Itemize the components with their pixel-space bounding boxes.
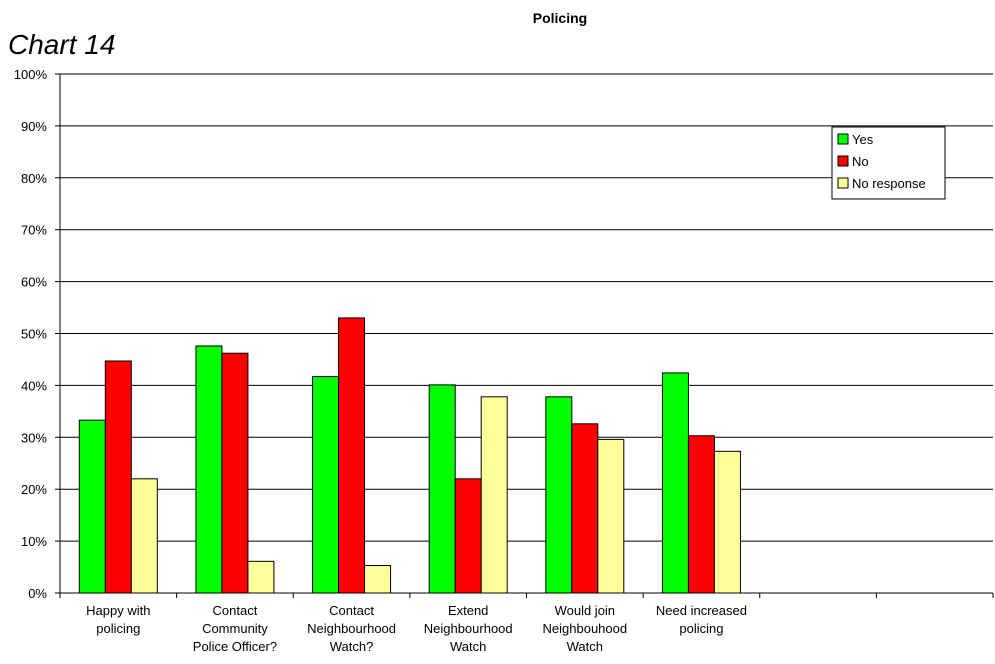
bar-no [454, 478, 482, 594]
bar-no-response [713, 450, 741, 594]
x-tick-label: Watch [450, 639, 486, 654]
bar-no-response [364, 564, 392, 594]
x-tick-label: policing [96, 621, 140, 636]
bar-no [687, 435, 715, 594]
legend-label: No [852, 154, 869, 169]
legend-swatch [837, 177, 849, 189]
legend-label: Yes [852, 132, 874, 147]
y-tick-label: 50% [21, 327, 47, 342]
y-tick-label: 100% [14, 67, 48, 82]
bars [78, 317, 741, 594]
legend-label: No response [852, 176, 926, 191]
bar-yes [195, 345, 223, 594]
x-tick-label: Contact [213, 603, 258, 618]
x-tick-label: Police Officer? [193, 639, 277, 654]
bar-yes [78, 419, 106, 594]
bar-no [571, 423, 599, 594]
y-tick-label: 40% [21, 378, 47, 393]
x-tick-label: Neighbourhood [307, 621, 396, 636]
bar-yes [312, 376, 340, 594]
y-tick-label: 0% [28, 586, 47, 601]
x-tick-label: Need increased [656, 603, 747, 618]
tick-labels: 0% 10% 20% 30% 40% 50% 60% 70% 80% 90% 100% Happy w… [14, 67, 747, 654]
bar-no [221, 352, 249, 594]
bar-no-response [247, 560, 275, 594]
bar-yes [545, 396, 573, 594]
x-tick-label: Watch? [330, 639, 374, 654]
y-tick-label: 60% [21, 275, 47, 290]
y-tick-label: 70% [21, 223, 47, 238]
x-tick-label: Neighbourhood [424, 621, 513, 636]
bar-yes [428, 384, 456, 594]
chart-caption: Chart 14 [8, 29, 115, 60]
x-tick-label: Happy with [86, 603, 150, 618]
x-tick-label: Watch [567, 639, 603, 654]
chart-title: Policing [533, 10, 587, 26]
x-tick-label: Contact [329, 603, 374, 618]
bar-no [104, 360, 132, 594]
legend-swatch [837, 155, 849, 167]
x-tick-label: Extend [448, 603, 488, 618]
x-tick-label: Community [202, 621, 268, 636]
bar-no-response [480, 396, 508, 594]
bar-yes [661, 372, 689, 594]
x-tick-label: policing [679, 621, 723, 636]
bar-no-response [597, 438, 625, 594]
legend-box [831, 126, 946, 200]
x-tick-label: Would join [555, 603, 615, 618]
bar-no [338, 317, 366, 594]
y-tick-label: 30% [21, 430, 47, 445]
y-tick-label: 80% [21, 171, 47, 186]
legend: Yes No No response [831, 126, 946, 200]
y-tick-label: 90% [21, 119, 47, 134]
bar-no-response [130, 478, 158, 594]
legend-swatch [837, 133, 849, 145]
y-tick-label: 10% [21, 534, 47, 549]
y-tick-label: 20% [21, 482, 47, 497]
x-tick-label: Neighbouhood [543, 621, 628, 636]
